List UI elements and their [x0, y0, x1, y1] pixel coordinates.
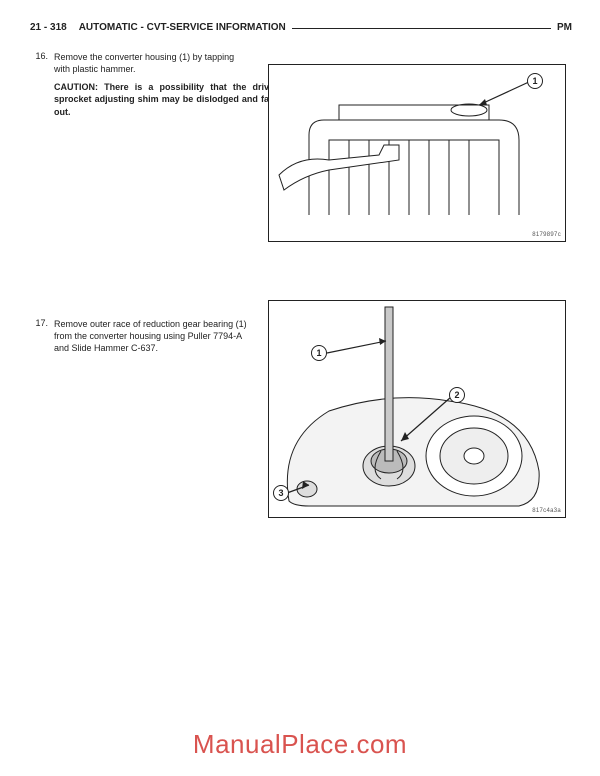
figure-1-svg [269, 65, 567, 243]
page-root: 21 - 318 AUTOMATIC - CVT-SERVICE INFORMA… [0, 0, 600, 776]
page-header: 21 - 318 AUTOMATIC - CVT-SERVICE INFORMA… [30, 22, 572, 33]
figure-2-callout-3: 3 [273, 485, 289, 501]
step-16-text: Remove the converter housing (1) by tapp… [54, 51, 250, 75]
figure-2-callout-1: 1 [311, 345, 327, 361]
header-right-code: PM [557, 22, 572, 33]
figure-2-svg [269, 301, 567, 519]
figure-2-ref: 817c4a3a [532, 508, 561, 514]
header-rule [292, 28, 551, 29]
step-16-number: 16. [30, 51, 48, 75]
figure-1-ref: 8179897c [532, 232, 561, 238]
figure-1: 1 8179897c [268, 64, 566, 242]
section-title: AUTOMATIC - CVT-SERVICE INFORMATION [79, 22, 286, 33]
page-number: 21 - 318 [30, 22, 67, 33]
figure-2: 1 2 3 817c4a3a [268, 300, 566, 518]
step-16-caution: CAUTION: There is a possibility that the… [54, 81, 274, 117]
step-17-number: 17. [30, 318, 48, 354]
watermark: ManualPlace.com [0, 729, 600, 760]
figure-1-callout-1: 1 [527, 73, 543, 89]
step-17-text: Remove outer race of reduction gear bear… [54, 318, 250, 354]
figure-2-callout-2: 2 [449, 387, 465, 403]
